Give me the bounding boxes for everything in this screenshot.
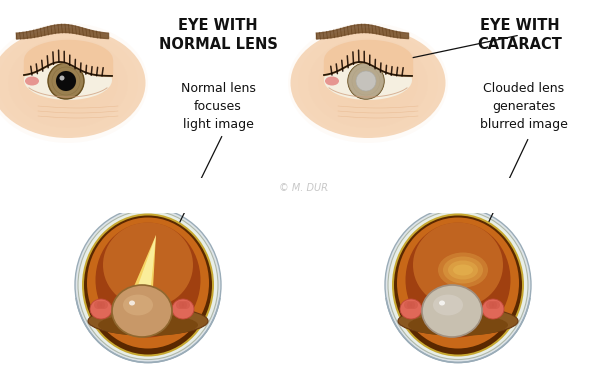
Circle shape: [348, 63, 384, 99]
Text: Clear
lens: Clear lens: [134, 303, 169, 331]
Ellipse shape: [179, 301, 187, 309]
Ellipse shape: [84, 216, 212, 354]
Ellipse shape: [486, 301, 494, 309]
Circle shape: [59, 75, 65, 81]
Ellipse shape: [338, 60, 398, 105]
Ellipse shape: [404, 301, 412, 309]
Text: Clouded lens
generates
blurred image: Clouded lens generates blurred image: [480, 82, 568, 131]
Ellipse shape: [433, 295, 463, 315]
Ellipse shape: [392, 213, 524, 357]
Ellipse shape: [0, 23, 148, 143]
Ellipse shape: [28, 53, 108, 113]
Ellipse shape: [58, 75, 78, 90]
Ellipse shape: [443, 256, 483, 284]
Ellipse shape: [448, 261, 478, 279]
Circle shape: [56, 71, 76, 91]
Ellipse shape: [82, 213, 214, 357]
Polygon shape: [18, 178, 278, 213]
Ellipse shape: [94, 301, 102, 309]
Ellipse shape: [398, 307, 518, 335]
Ellipse shape: [0, 30, 138, 135]
Ellipse shape: [422, 285, 482, 337]
Polygon shape: [126, 235, 156, 305]
Circle shape: [48, 63, 84, 99]
Ellipse shape: [75, 207, 221, 363]
Ellipse shape: [410, 301, 418, 309]
Ellipse shape: [112, 285, 172, 337]
Ellipse shape: [100, 301, 108, 309]
Ellipse shape: [38, 60, 98, 105]
Ellipse shape: [453, 264, 473, 276]
Ellipse shape: [308, 38, 428, 128]
Ellipse shape: [24, 60, 112, 100]
Ellipse shape: [400, 299, 422, 319]
Ellipse shape: [358, 75, 378, 90]
Ellipse shape: [176, 301, 184, 309]
Ellipse shape: [413, 222, 503, 308]
Ellipse shape: [25, 76, 39, 86]
Ellipse shape: [324, 60, 412, 100]
Ellipse shape: [48, 68, 88, 98]
Ellipse shape: [0, 28, 146, 138]
Ellipse shape: [90, 299, 112, 319]
Ellipse shape: [348, 68, 388, 98]
Ellipse shape: [492, 301, 500, 309]
Ellipse shape: [406, 222, 511, 338]
Ellipse shape: [8, 38, 128, 128]
Ellipse shape: [87, 217, 209, 348]
Ellipse shape: [388, 210, 528, 360]
Ellipse shape: [88, 307, 208, 335]
Ellipse shape: [97, 301, 105, 309]
Text: EYE WITH
CATARACT: EYE WITH CATARACT: [478, 18, 562, 52]
Ellipse shape: [325, 76, 339, 86]
Text: EYE WITH
NORMAL LENS: EYE WITH NORMAL LENS: [158, 18, 277, 52]
Ellipse shape: [318, 45, 418, 120]
Ellipse shape: [288, 23, 448, 143]
Ellipse shape: [439, 300, 445, 306]
Ellipse shape: [129, 300, 135, 306]
Ellipse shape: [438, 252, 488, 288]
Ellipse shape: [172, 299, 194, 319]
Ellipse shape: [290, 28, 445, 138]
Ellipse shape: [385, 207, 531, 363]
Circle shape: [348, 63, 384, 99]
Text: © M. DURAN: © M. DURAN: [278, 183, 341, 193]
Circle shape: [356, 71, 376, 91]
Ellipse shape: [123, 295, 153, 315]
Polygon shape: [328, 178, 588, 213]
Ellipse shape: [397, 217, 519, 348]
Ellipse shape: [407, 301, 415, 309]
Ellipse shape: [394, 216, 522, 354]
Ellipse shape: [95, 222, 200, 338]
Ellipse shape: [298, 30, 438, 135]
Ellipse shape: [18, 45, 118, 120]
Ellipse shape: [182, 301, 190, 309]
Ellipse shape: [408, 314, 508, 336]
Ellipse shape: [482, 299, 504, 319]
Ellipse shape: [98, 314, 198, 336]
Ellipse shape: [103, 222, 193, 308]
Ellipse shape: [328, 53, 408, 113]
Ellipse shape: [489, 301, 497, 309]
Polygon shape: [131, 235, 156, 305]
Text: Cataract
lens: Cataract lens: [437, 303, 494, 331]
Text: Normal lens
focuses
light image: Normal lens focuses light image: [181, 82, 256, 131]
Ellipse shape: [78, 210, 218, 360]
